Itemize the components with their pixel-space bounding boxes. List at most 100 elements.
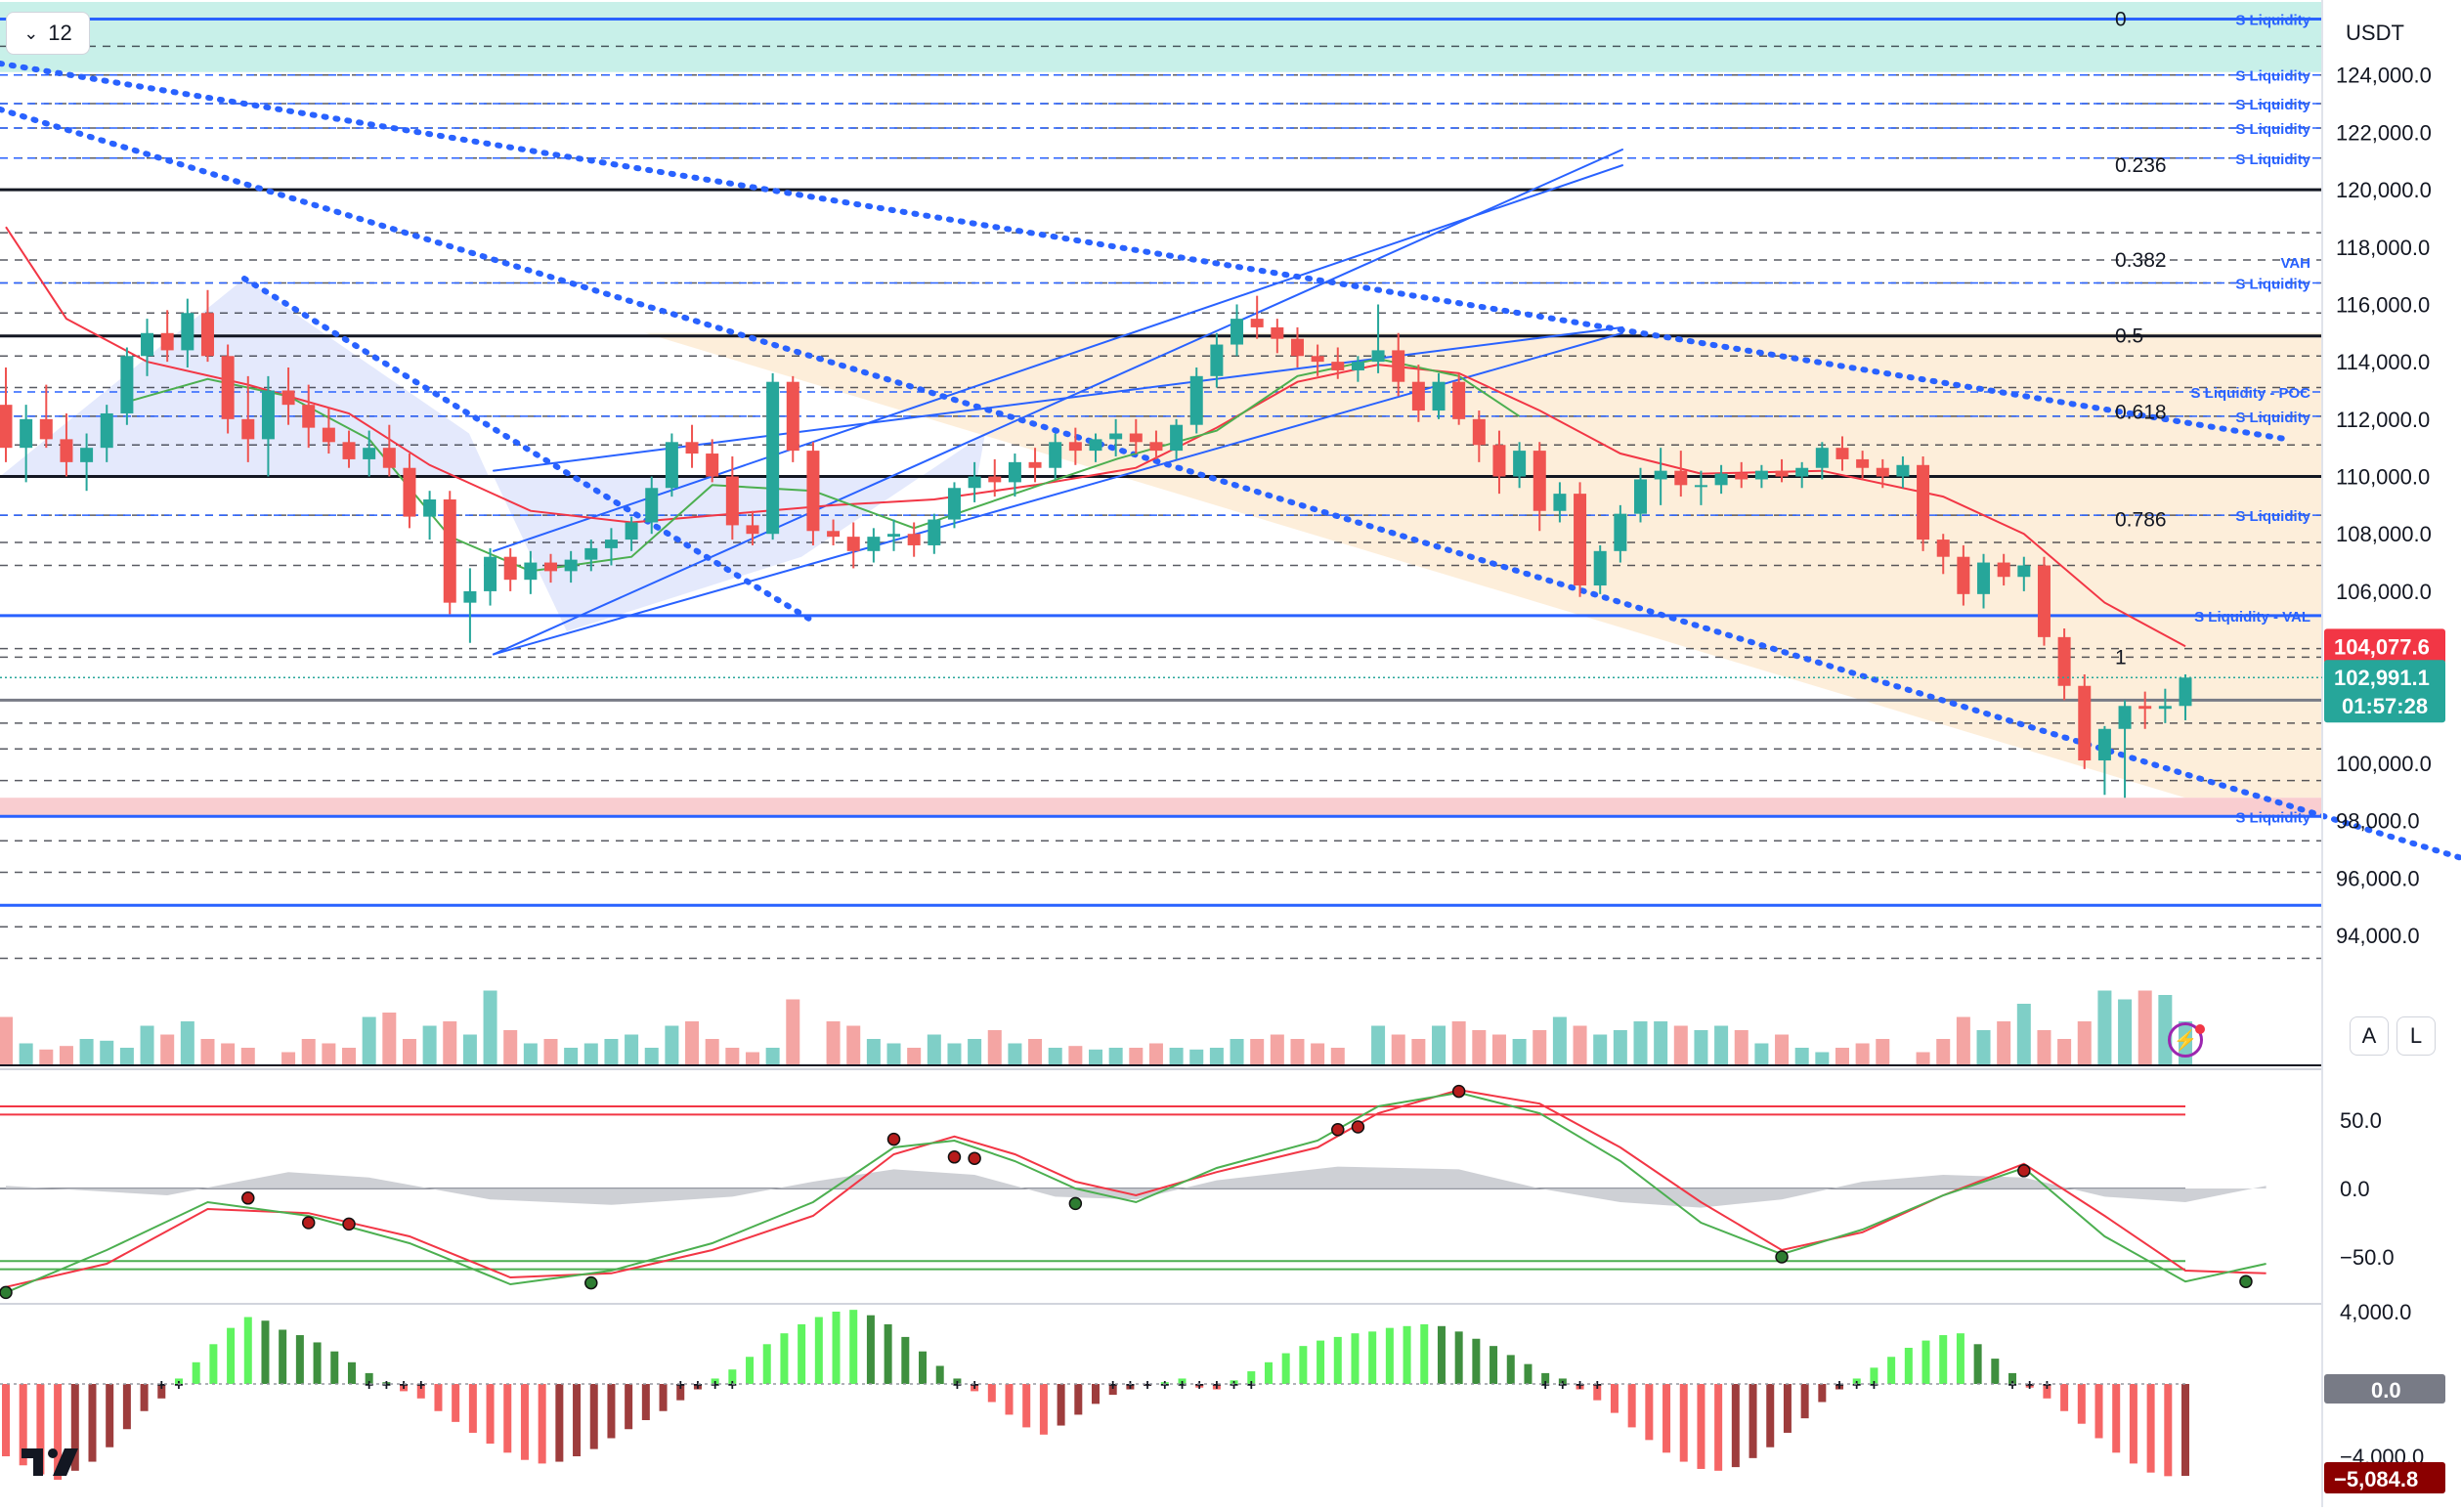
candle-body[interactable]: [1957, 556, 1970, 594]
candle-body[interactable]: [1028, 461, 1042, 468]
candle-body[interactable]: [1856, 458, 1870, 468]
candle-body[interactable]: [463, 590, 477, 603]
candle-body[interactable]: [1795, 467, 1809, 477]
candle-body[interactable]: [1230, 319, 1244, 345]
candle-body[interactable]: [261, 390, 275, 440]
candle-body[interactable]: [342, 442, 356, 459]
candle-body[interactable]: [1513, 451, 1527, 477]
candle-body[interactable]: [2118, 706, 2132, 729]
candle-body[interactable]: [1109, 433, 1123, 440]
candle-body[interactable]: [100, 412, 113, 449]
candle-body[interactable]: [2138, 706, 2152, 710]
candle-body[interactable]: [1290, 338, 1304, 357]
candle-body[interactable]: [382, 448, 396, 468]
candle-body[interactable]: [1634, 479, 1647, 514]
candle-body[interactable]: [1452, 381, 1466, 419]
candle-body[interactable]: [1775, 470, 1789, 477]
candle-body[interactable]: [1574, 494, 1587, 586]
candle-body[interactable]: [685, 442, 699, 454]
candle-body[interactable]: [1492, 445, 1506, 477]
candle-body[interactable]: [1472, 418, 1486, 446]
candle-body[interactable]: [1170, 424, 1184, 452]
candle-body[interactable]: [363, 448, 376, 459]
candle-body[interactable]: [2179, 677, 2192, 707]
candle-body[interactable]: [1936, 540, 1950, 557]
candle-body[interactable]: [2097, 728, 2111, 761]
candle-body[interactable]: [625, 522, 638, 540]
candle-body[interactable]: [2078, 685, 2092, 761]
candle-body[interactable]: [443, 499, 456, 603]
candle-body[interactable]: [200, 313, 214, 357]
candle-body[interactable]: [645, 488, 659, 523]
candle-body[interactable]: [1271, 326, 1284, 339]
candle-body[interactable]: [2158, 706, 2172, 710]
candle-body[interactable]: [39, 418, 53, 440]
candle-body[interactable]: [120, 356, 134, 413]
candle-body[interactable]: [746, 525, 759, 535]
candle-body[interactable]: [1250, 319, 1264, 327]
candle-body[interactable]: [403, 467, 416, 517]
candle-body[interactable]: [1835, 448, 1849, 459]
candle-body[interactable]: [1735, 473, 1749, 480]
candle-body[interactable]: [867, 537, 881, 551]
candle-body[interactable]: [1432, 381, 1446, 411]
candle-body[interactable]: [1654, 470, 1667, 480]
candle-body[interactable]: [887, 534, 901, 538]
candle-body[interactable]: [1392, 350, 1405, 382]
auto-scale-button[interactable]: A: [2350, 1016, 2389, 1056]
candle-body[interactable]: [302, 405, 316, 428]
candle-body[interactable]: [1068, 442, 1082, 452]
candle-body[interactable]: [1674, 470, 1688, 486]
candle-body[interactable]: [1553, 494, 1567, 511]
candle-body[interactable]: [0, 405, 13, 449]
candle-body[interactable]: [1876, 467, 1889, 477]
candle-body[interactable]: [60, 439, 73, 462]
candle-body[interactable]: [1351, 362, 1364, 370]
candle-body[interactable]: [1049, 442, 1062, 468]
candle-body[interactable]: [1694, 485, 1707, 488]
candle-body[interactable]: [584, 547, 598, 560]
candle-body[interactable]: [604, 540, 618, 548]
interval-selector[interactable]: ⌄ 12: [6, 12, 90, 55]
candle-body[interactable]: [907, 534, 921, 545]
candle-body[interactable]: [786, 381, 799, 452]
candle-body[interactable]: [322, 427, 335, 443]
candle-body[interactable]: [221, 356, 235, 419]
candle-body[interactable]: [503, 556, 517, 581]
log-scale-button[interactable]: L: [2396, 1016, 2436, 1056]
candle-body[interactable]: [766, 381, 780, 535]
candle-body[interactable]: [1311, 356, 1324, 363]
candle-body[interactable]: [160, 332, 174, 351]
candle-body[interactable]: [665, 442, 678, 489]
candle-body[interactable]: [281, 390, 295, 406]
candle-body[interactable]: [928, 519, 941, 545]
candle-body[interactable]: [1411, 381, 1425, 411]
candle-body[interactable]: [1210, 344, 1224, 376]
candle-body[interactable]: [1089, 439, 1102, 452]
lightning-icon[interactable]: ⚡: [2168, 1022, 2203, 1058]
candle-body[interactable]: [80, 448, 94, 462]
candle-body[interactable]: [988, 476, 1002, 483]
candle-body[interactable]: [1129, 433, 1143, 443]
candle-body[interactable]: [725, 476, 739, 526]
candle-body[interactable]: [1614, 513, 1627, 551]
candle-body[interactable]: [20, 418, 33, 449]
candle-body[interactable]: [141, 332, 154, 357]
candle-body[interactable]: [806, 451, 820, 532]
candle-body[interactable]: [2037, 565, 2051, 637]
candle-body[interactable]: [241, 418, 255, 440]
candle-body[interactable]: [524, 562, 538, 581]
candle-body[interactable]: [1714, 473, 1728, 486]
currency-selector[interactable]: USDT: [2326, 12, 2424, 55]
candle-body[interactable]: [1896, 464, 1910, 477]
candle-body[interactable]: [706, 454, 719, 477]
candle-body[interactable]: [1997, 562, 2010, 578]
candle-body[interactable]: [423, 499, 437, 517]
candle-body[interactable]: [827, 531, 841, 538]
candle-body[interactable]: [1754, 470, 1768, 480]
candle-body[interactable]: [1593, 550, 1607, 586]
candle-body[interactable]: [1371, 350, 1385, 363]
tradingview-logo-icon[interactable]: [22, 1445, 84, 1480]
candle-body[interactable]: [1977, 562, 1991, 594]
